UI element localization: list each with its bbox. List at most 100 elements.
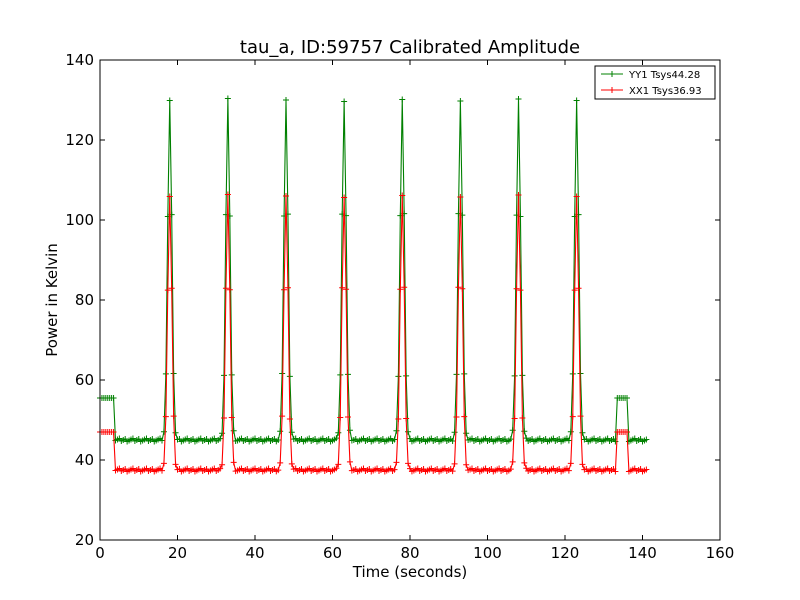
data-point: [451, 429, 458, 436]
data-point: [507, 436, 514, 443]
y-tick-label: 120: [65, 131, 94, 149]
y-tick-label: 140: [65, 51, 94, 69]
data-point: [275, 437, 282, 444]
data-point: [569, 413, 576, 420]
data-point: [612, 468, 619, 475]
data-point: [391, 466, 398, 473]
legend-marker: [609, 71, 615, 77]
data-point: [569, 370, 576, 377]
data-point: [339, 284, 346, 291]
data-point: [230, 427, 237, 434]
data-point: [286, 415, 293, 422]
data-point: [224, 95, 231, 102]
data-point: [399, 96, 406, 103]
data-point: [519, 372, 526, 379]
legend-entries: YY1 Tsys44.28 XX1 Tsys36.93: [601, 70, 702, 97]
data-point: [341, 194, 348, 201]
data-point: [217, 435, 224, 442]
data-point: [571, 287, 578, 294]
data-point: [159, 467, 165, 474]
data-point: [579, 461, 586, 468]
data-point: [567, 428, 574, 435]
y-tick-label: 40: [75, 451, 94, 469]
data-point: [335, 429, 342, 436]
data-point: [281, 286, 288, 293]
data-point: [288, 460, 295, 467]
data-point: [453, 371, 460, 378]
data-point: [228, 414, 235, 421]
data-point: [405, 428, 412, 435]
data-point: [624, 395, 630, 401]
data-point: [345, 414, 351, 421]
data-point: [567, 460, 574, 467]
data-point: [346, 427, 353, 434]
data-point: [168, 285, 175, 292]
data-point: [275, 467, 282, 474]
data-point: [517, 287, 524, 294]
data-point: [333, 435, 340, 442]
data-point: [509, 427, 516, 434]
data-point: [345, 371, 351, 378]
legend-label: YY1 Tsys44.28: [628, 70, 700, 81]
x-tick-label: 60: [323, 544, 342, 562]
x-axis: 0 20 40 60 80 100 120 140 160: [95, 60, 734, 562]
data-point: [172, 429, 179, 436]
data-point: [405, 460, 412, 467]
y-tick-label: 100: [65, 211, 94, 229]
legend: YY1 Tsys44.28 XX1 Tsys36.93: [594, 65, 716, 100]
data-point: [284, 284, 291, 291]
data-point: [343, 286, 350, 293]
data-point: [459, 285, 466, 292]
y-tick-label: 80: [75, 291, 94, 309]
data-point: [463, 430, 470, 437]
data-point: [461, 370, 468, 377]
data-point: [221, 372, 227, 379]
data-point: [172, 461, 179, 468]
y-axis-label: Power in Kelvin: [43, 243, 61, 357]
data-point: [515, 96, 522, 103]
data-point: [399, 192, 406, 199]
x-tick-label: 140: [628, 544, 657, 562]
data-point: [511, 372, 518, 379]
x-tick-label: 100: [473, 544, 502, 562]
data-point: [401, 284, 408, 291]
data-point: [643, 436, 650, 443]
data-point: [160, 428, 167, 435]
data-point: [164, 287, 171, 294]
data-point: [565, 467, 572, 474]
data-point: [228, 371, 235, 378]
data-point: [624, 429, 630, 435]
data-point: [565, 437, 572, 444]
data-point: [507, 466, 514, 473]
data-point: [279, 370, 286, 377]
data-point: [391, 436, 398, 443]
data-point: [219, 461, 226, 468]
data-point: [519, 415, 526, 422]
x-axis-label: Time (seconds): [352, 563, 468, 581]
data-point: [393, 459, 400, 466]
data-point: [451, 460, 458, 467]
data-point: [579, 429, 586, 436]
data-point: [453, 414, 460, 421]
data-point: [511, 415, 518, 422]
data-point: [457, 97, 464, 104]
legend-label: XX1 Tsys36.93: [629, 86, 702, 97]
data-point: [221, 415, 227, 422]
data-point: [219, 430, 226, 437]
series-layer: [97, 95, 650, 475]
x-tick-label: 160: [706, 544, 735, 562]
data-point: [341, 98, 348, 105]
data-point: [346, 458, 353, 465]
data-point: [226, 286, 233, 293]
data-point: [166, 193, 173, 200]
data-point: [515, 192, 522, 199]
data-point: [162, 370, 169, 377]
x-tick-label: 0: [95, 544, 105, 562]
x-tick-label: 20: [168, 544, 187, 562]
data-point: [288, 429, 295, 436]
data-point: [463, 461, 470, 468]
data-point: [461, 413, 468, 420]
data-point: [575, 285, 582, 292]
data-point: [521, 459, 528, 466]
data-point: [283, 193, 289, 199]
